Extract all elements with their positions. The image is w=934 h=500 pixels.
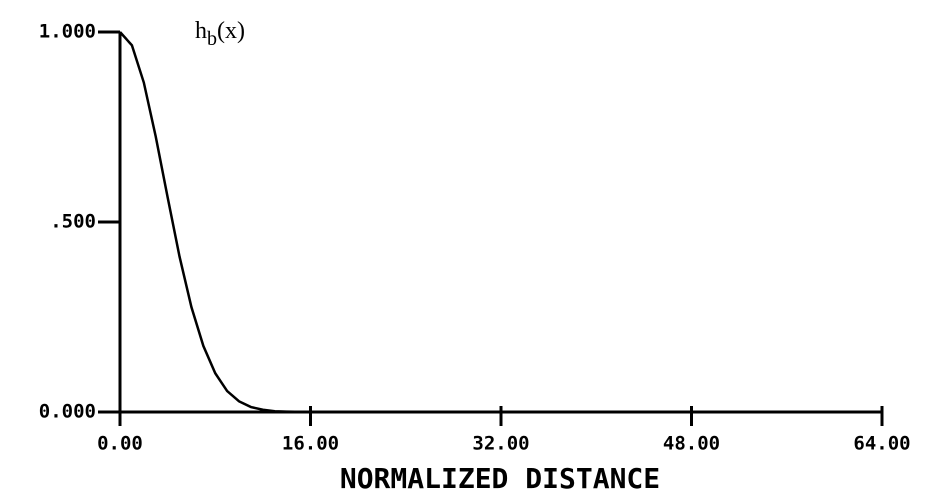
y-tick-label: 1.000 bbox=[39, 21, 96, 43]
curve bbox=[119, 31, 882, 414]
annotation-suffix: (x) bbox=[217, 18, 245, 44]
curve-annotation: hb(x) bbox=[195, 18, 245, 50]
x-axis-label: NORMALIZED DISTANCE bbox=[340, 462, 660, 495]
x-tick-label: 64.00 bbox=[853, 433, 910, 455]
x-tick-label: 0.00 bbox=[97, 433, 143, 455]
annotation-subscript: b bbox=[207, 28, 217, 50]
y-tick-label: .500 bbox=[50, 211, 96, 233]
x-tick-label: 16.00 bbox=[282, 433, 339, 455]
annotation-base: h bbox=[195, 18, 207, 44]
x-tick-label: 48.00 bbox=[663, 433, 720, 455]
x-tick-label: 32.00 bbox=[472, 433, 529, 455]
y-tick-label: 0.000 bbox=[39, 401, 96, 423]
